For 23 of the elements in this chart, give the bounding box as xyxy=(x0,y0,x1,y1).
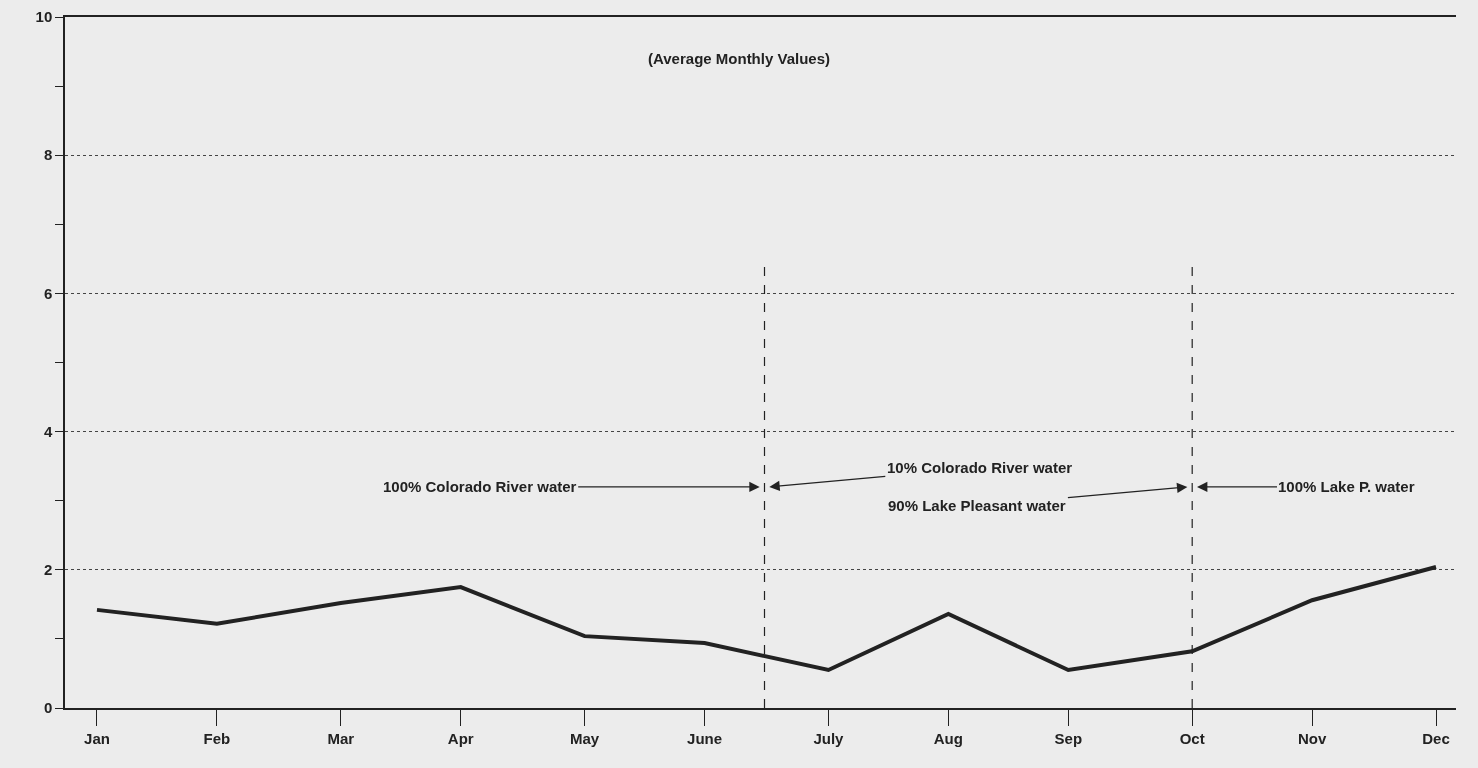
x-tick-label: May xyxy=(570,729,600,747)
x-tick-label: Aug xyxy=(933,729,963,747)
x-tick-label: Dec xyxy=(1422,729,1450,747)
x-tick-label: Mar xyxy=(327,729,355,747)
x-tick-label: Jan xyxy=(84,729,110,747)
x-tick-label: Nov xyxy=(1297,729,1327,747)
y-tick-label: 2 xyxy=(43,561,53,579)
x-tick-label: July xyxy=(813,729,845,747)
x-tick-label: Feb xyxy=(203,729,231,747)
y-tick-label: 4 xyxy=(43,422,53,440)
annotation: 100% Lake P. water xyxy=(1278,478,1415,495)
y-tick-label: 8 xyxy=(43,146,53,164)
x-tick-label: June xyxy=(687,729,723,747)
annotation: 90% Lake Pleasant water xyxy=(888,497,1066,514)
y-tick-label: 0 xyxy=(43,699,53,717)
x-tick-label: Apr xyxy=(447,729,474,747)
y-tick-label: 6 xyxy=(43,284,53,302)
annotation: 100% Colorado River water xyxy=(383,478,577,495)
x-tick-label: Oct xyxy=(1179,729,1205,747)
annotation: 10% Colorado River water xyxy=(887,459,1073,476)
text: (Average Monthly Values) xyxy=(648,50,830,68)
y-tick-label: 10 xyxy=(35,8,53,26)
x-tick-label: Sep xyxy=(1054,729,1083,747)
